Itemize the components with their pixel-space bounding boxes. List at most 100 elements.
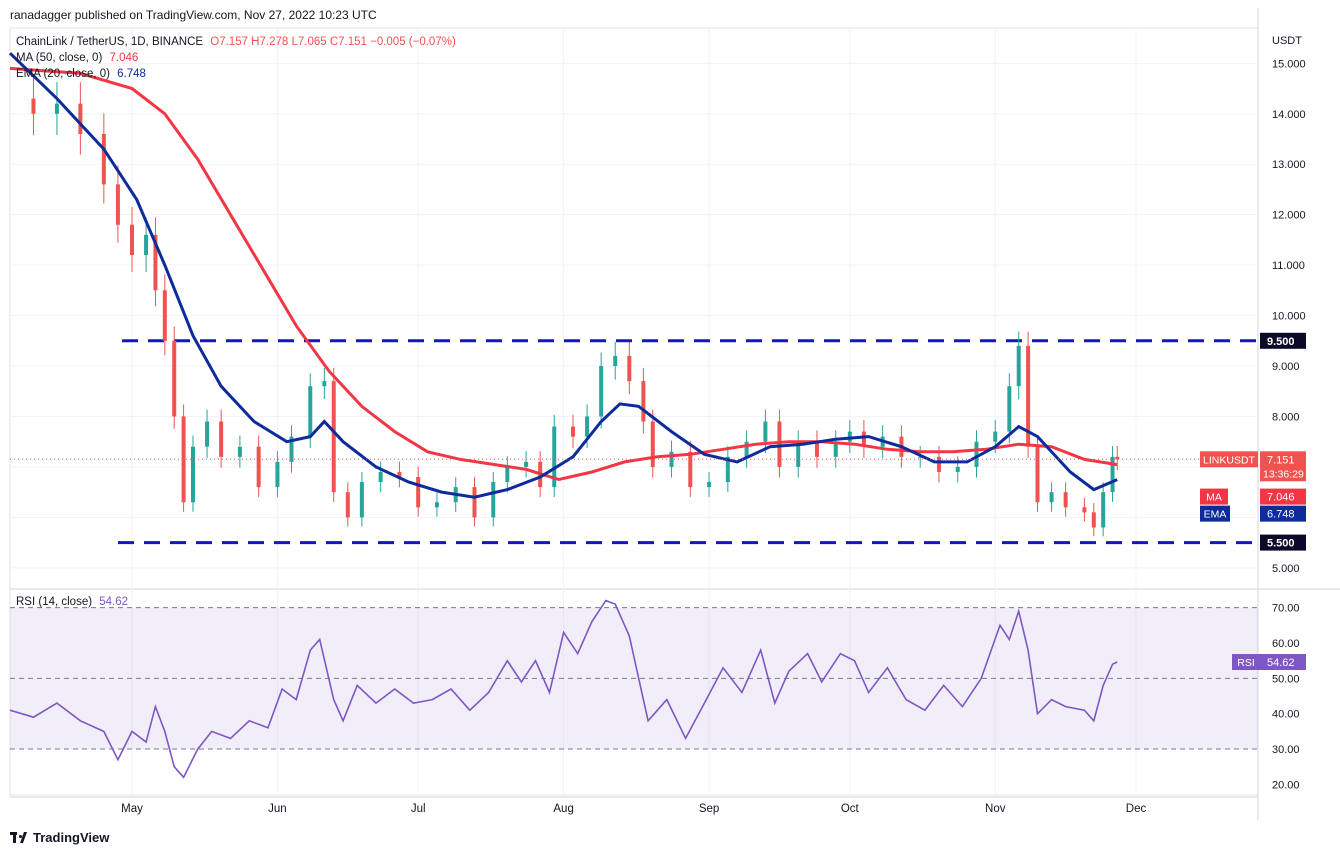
badge-countdown: 13:36:29 (1263, 468, 1304, 480)
ma-label: MA (50, close, 0) (16, 52, 103, 64)
badge-value (1260, 488, 1306, 505)
level-badge-label: 9.500 (1267, 336, 1295, 348)
candle-body (397, 471, 402, 478)
candle-body (955, 466, 960, 472)
time-tick-label: Jun (268, 803, 287, 815)
candle-body (993, 431, 998, 442)
candle-body (78, 103, 83, 134)
candle-body (796, 441, 801, 467)
tradingview-brand: TradingView (33, 830, 110, 845)
legend-ema: EMA (20, close, 0) 6.748 (16, 68, 146, 80)
badge-value (1260, 505, 1306, 522)
candle-body (688, 451, 693, 488)
badge-value (1260, 451, 1306, 482)
tradingview-footer[interactable]: TradingView (10, 830, 109, 845)
rsi-badge-value (1260, 654, 1306, 671)
candle-body (777, 421, 782, 467)
candle-body (472, 487, 477, 518)
price-tick-label: 11.000 (1272, 260, 1305, 272)
candle-body (1110, 456, 1115, 493)
candle-body (505, 466, 510, 483)
candle-body (1101, 492, 1106, 528)
ema-label: EMA (20, close, 0) (16, 68, 110, 80)
candle-body (599, 366, 604, 417)
candle-body (31, 98, 36, 114)
candle-body (144, 234, 149, 256)
time-tick-label: Dec (1126, 803, 1147, 815)
candle-body (129, 224, 134, 256)
rsi-label: RSI (14, close) (16, 596, 93, 608)
badge-tag (1200, 505, 1230, 522)
rsi-tick-label: 70.00 (1272, 603, 1300, 615)
candle-body (289, 436, 294, 462)
rsi-tick-label: 50.00 (1272, 673, 1300, 685)
ma-value: 7.046 (109, 52, 139, 64)
time-tick-label: Sep (699, 803, 719, 815)
candle-body (1049, 492, 1054, 503)
level-badge-label: 5.500 (1267, 538, 1295, 550)
candle-body (205, 421, 210, 447)
badge-tag-label: MA (1206, 492, 1222, 504)
publisher-header: ranadagger published on TradingView.com,… (10, 8, 377, 22)
candle-body (331, 381, 336, 493)
candle-body (627, 355, 632, 382)
candle-body (1007, 386, 1012, 432)
candle-body (974, 441, 979, 467)
candle-body (1115, 456, 1120, 460)
candle-body (256, 446, 261, 488)
candle-body (416, 477, 421, 508)
time-tick-label: Nov (985, 803, 1006, 815)
candle-body (181, 416, 186, 503)
candle-body (434, 502, 439, 508)
rsi-tick-label: 20.00 (1272, 779, 1300, 791)
candle-body (219, 421, 224, 457)
candle-body (669, 451, 674, 467)
legend-symbol: ChainLink / TetherUS, 1D, BINANCE O7.157… (16, 36, 456, 48)
rsi-tick-label: 60.00 (1272, 638, 1300, 650)
candle-body (936, 456, 941, 472)
candle-body (613, 355, 618, 367)
price-unit-label: USDT (1272, 35, 1302, 47)
badge-value-label: 6.748 (1267, 509, 1295, 521)
time-tick-label: May (121, 803, 143, 815)
rsi-value: 54.62 (99, 596, 129, 608)
candle-body (345, 492, 350, 518)
rsi-tick-label: 40.00 (1272, 709, 1300, 721)
candle-body (744, 441, 749, 457)
candle-body (861, 431, 866, 447)
candle-body (491, 482, 496, 518)
price-tick-label: 10.000 (1272, 311, 1306, 323)
rsi-badge-value-label: 54.62 (1267, 657, 1295, 669)
candle-body (763, 421, 768, 442)
price-tick-label: 15.000 (1272, 58, 1306, 70)
badge-value-label: 7.151 (1267, 454, 1295, 466)
legend-ma: MA (50, close, 0) 7.046 (16, 52, 138, 64)
candle-body (1063, 492, 1068, 508)
time-tick-label: Aug (553, 803, 573, 815)
candle-body (1016, 345, 1021, 387)
candle-body (1091, 512, 1096, 528)
badge-tag (1200, 451, 1258, 468)
candle-body (725, 456, 730, 483)
candle-body (359, 482, 364, 518)
candle-body (641, 381, 646, 422)
rsi-line (9, 599, 1118, 779)
candle-body (571, 426, 576, 437)
candle-body (190, 446, 195, 503)
candle-body (918, 456, 923, 458)
badge-value-label: 7.046 (1267, 492, 1295, 504)
badge-tag-label: LINKUSDT (1203, 454, 1256, 466)
candle-body (237, 446, 242, 457)
candle-body (524, 461, 529, 467)
level-badge (1260, 534, 1306, 551)
ma50-line (9, 66, 1118, 482)
symbol-label: ChainLink / TetherUS, 1D, BINANCE (16, 36, 204, 48)
ema20-line (8, 52, 1118, 499)
price-tick-label: 9.000 (1272, 361, 1300, 373)
time-tick-label: Oct (841, 803, 860, 815)
price-tick-label: 5.000 (1272, 563, 1300, 575)
candle-body (585, 416, 590, 437)
price-tick-label: 8.000 (1272, 411, 1300, 423)
candle-body (101, 133, 106, 185)
